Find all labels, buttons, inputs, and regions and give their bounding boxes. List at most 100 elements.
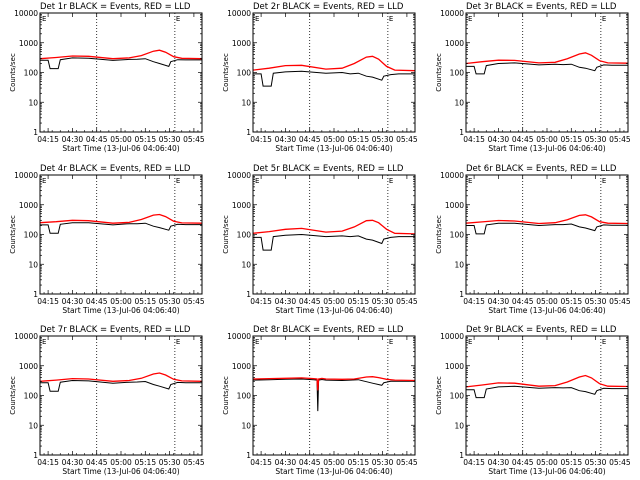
y-tick-label: 10 [241, 260, 251, 269]
y-tick-label: 1000 [232, 201, 251, 210]
series-lld-line [39, 372, 203, 382]
x-tick-label: 05:00 [323, 135, 345, 144]
corner-marker-left: E [42, 338, 46, 346]
corner-marker-left: E [42, 15, 46, 23]
x-tick-label: 04:30 [275, 297, 297, 306]
plot-frame [252, 174, 416, 295]
x-tick-label: 05:45 [609, 135, 631, 144]
y-tick-label: 100 [450, 231, 465, 240]
x-tick-label: 05:30 [159, 297, 181, 306]
series-lld-line [252, 55, 416, 72]
x-tick-label: 04:45 [299, 135, 321, 144]
y-tick-label: 100 [450, 392, 465, 401]
x-tick-label: 04:45 [512, 135, 534, 144]
y-tick-label: 10000 [440, 332, 464, 341]
x-tick-label: 05:15 [347, 458, 369, 467]
series-events-line [40, 57, 202, 70]
x-tick-label: 05:45 [609, 458, 631, 467]
detector-panel-3: Det 3r BLACK = Events, RED = LLD E E 1 10 100… [435, 2, 631, 153]
panel-title: Det 8r BLACK = Events, RED = LLD [253, 325, 404, 335]
x-tick-label: 04:30 [62, 297, 84, 306]
y-tick-label: 10000 [14, 332, 38, 341]
series-events-line [466, 222, 628, 235]
x-tick-label: 05:30 [159, 135, 181, 144]
x-tick-label: 04:15 [37, 458, 59, 467]
plot-frame [465, 335, 629, 456]
series-lld-line [465, 52, 629, 65]
y-tick-label: 1 [246, 290, 251, 299]
x-tick-label: 04:15 [250, 458, 272, 467]
x-tick-label: 04:15 [37, 135, 59, 144]
x-tick-label: 05:15 [134, 297, 156, 306]
y-tick-label: 10000 [440, 171, 464, 180]
x-tick-label: 05:15 [560, 458, 582, 467]
x-tick-label: 04:15 [250, 297, 272, 306]
y-axis-label: Counts/sec [222, 53, 230, 92]
corner-marker-right: E [602, 338, 606, 346]
y-tick-label: 1000 [19, 362, 38, 371]
series-events-line [40, 379, 202, 392]
y-tick-label: 10 [28, 98, 38, 107]
x-tick-label: 04:45 [512, 297, 534, 306]
detector-panel-8: Det 8r BLACK = Events, RED = LLD E E 1 10 100… [222, 325, 418, 476]
y-tick-label: 1 [33, 451, 38, 460]
x-tick-label: 04:15 [463, 297, 485, 306]
corner-marker-left: E [468, 338, 472, 346]
y-axis-label: Counts/sec [9, 53, 17, 92]
panel-title: Det 4r BLACK = Events, RED = LLD [40, 164, 191, 174]
corner-marker-right: E [176, 338, 180, 346]
x-tick-label: 05:00 [323, 458, 345, 467]
y-axis-label: Counts/sec [9, 376, 17, 415]
corner-marker-left: E [255, 177, 259, 185]
plot-frame [465, 12, 629, 133]
corner-marker-right: E [602, 15, 606, 23]
x-tick-label: 04:30 [275, 135, 297, 144]
x-tick-label: 05:45 [396, 458, 418, 467]
x-tick-label: 04:30 [488, 135, 510, 144]
series-events-line [252, 378, 415, 412]
x-tick-label: 04:15 [37, 297, 59, 306]
corner-marker-left: E [255, 15, 259, 23]
x-tick-label: 04:30 [62, 135, 84, 144]
y-tick-label: 10 [454, 98, 464, 107]
y-axis-label: Counts/sec [435, 376, 443, 415]
panel-title: Det 7r BLACK = Events, RED = LLD [40, 325, 191, 335]
y-tick-label: 1000 [445, 362, 464, 371]
y-axis-label: Counts/sec [435, 215, 443, 254]
x-tick-label: 05:30 [372, 297, 394, 306]
series-lld-line [39, 49, 203, 60]
panel-title: Det 3r BLACK = Events, RED = LLD [466, 2, 617, 12]
plot-frame [465, 174, 629, 295]
x-tick-label: 04:45 [86, 135, 108, 144]
x-tick-label: 05:00 [323, 297, 345, 306]
y-tick-label: 1 [246, 128, 251, 137]
y-tick-label: 10 [454, 421, 464, 430]
x-tick-label: 04:45 [512, 458, 534, 467]
series-lld-line [252, 219, 416, 235]
y-tick-label: 10000 [227, 332, 251, 341]
x-tick-label: 05:30 [585, 458, 607, 467]
y-tick-label: 10000 [14, 171, 38, 180]
y-tick-label: 10000 [440, 9, 464, 18]
series-events-line [253, 70, 415, 87]
y-axis-label: Counts/sec [222, 215, 230, 254]
y-tick-label: 1000 [232, 362, 251, 371]
y-tick-label: 100 [24, 392, 39, 401]
y-tick-label: 10000 [14, 9, 38, 18]
series-lld-line [465, 374, 629, 388]
detector-panel-5: Det 5r BLACK = Events, RED = LLD E E 1 10 100… [222, 164, 418, 315]
x-axis-label: Start Time (13-Jul-06 04:06:40) [488, 467, 605, 476]
x-tick-label: 05:00 [110, 135, 132, 144]
x-tick-label: 04:30 [275, 458, 297, 467]
y-tick-label: 10 [28, 421, 38, 430]
detector-panel-6: Det 6r BLACK = Events, RED = LLD E E 1 10 100… [435, 164, 631, 315]
panel-title: Det 1r BLACK = Events, RED = LLD [40, 2, 191, 12]
x-axis-label: Start Time (13-Jul-06 04:06:40) [275, 467, 392, 476]
x-tick-label: 04:15 [463, 135, 485, 144]
x-axis-label: Start Time (13-Jul-06 04:06:40) [488, 306, 605, 315]
x-tick-label: 05:15 [560, 135, 582, 144]
x-tick-label: 05:15 [347, 135, 369, 144]
x-tick-label: 04:30 [488, 458, 510, 467]
x-tick-label: 05:00 [536, 135, 558, 144]
y-tick-label: 1 [459, 128, 464, 137]
